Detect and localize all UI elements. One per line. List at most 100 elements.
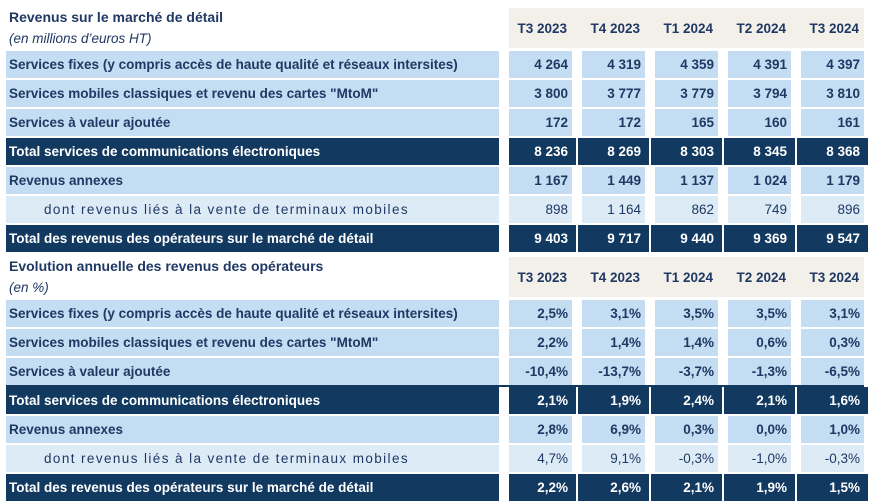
value-cell: 1 164 bbox=[582, 196, 645, 223]
value-cell: 2,1% bbox=[724, 387, 795, 414]
row-label: Services mobiles classiques et revenu de… bbox=[6, 329, 499, 356]
value-cell: 8 269 bbox=[578, 138, 649, 165]
row-label: Revenus annexes bbox=[6, 167, 499, 194]
value-cell: 8 345 bbox=[724, 138, 795, 165]
value-cell: 2,6% bbox=[578, 474, 649, 501]
value-cell: 1 167 bbox=[509, 167, 572, 194]
value-cell: 1,5% bbox=[797, 474, 868, 501]
row-label: dont revenus liés à la vente de terminau… bbox=[6, 445, 499, 472]
table-row: Services fixes (y compris accès de haute… bbox=[6, 51, 864, 78]
value-cell: 165 bbox=[655, 109, 718, 136]
value-cell: 3 794 bbox=[728, 80, 791, 107]
revenue-table: Revenus sur le marché de détail (en mill… bbox=[6, 8, 868, 252]
value-cell: 8 303 bbox=[651, 138, 722, 165]
value-cell: 2,2% bbox=[509, 329, 572, 356]
revenue-table-title: Revenus sur le marché de détail bbox=[9, 9, 223, 25]
growth-table-header: Evolution annuelle des revenus des opéra… bbox=[6, 257, 864, 297]
value-cell: 2,1% bbox=[509, 387, 576, 414]
value-cell: 2,8% bbox=[509, 416, 572, 443]
value-cell: 862 bbox=[655, 196, 718, 223]
value-cell: 1 449 bbox=[582, 167, 645, 194]
column-header: T3 2024 bbox=[809, 20, 859, 36]
revenue-table-rows: Services fixes (y compris accès de haute… bbox=[6, 51, 868, 252]
value-cell: 3 810 bbox=[801, 80, 864, 107]
revenue-table-unit: (en millions d’euros HT) bbox=[9, 31, 152, 47]
column-header: T3 2023 bbox=[517, 269, 567, 285]
value-cell: 9 403 bbox=[509, 225, 576, 252]
column-header: T2 2024 bbox=[736, 269, 786, 285]
row-label: Total des revenus des opérateurs sur le … bbox=[6, 225, 499, 252]
value-cell: 3 800 bbox=[509, 80, 572, 107]
value-cell: 749 bbox=[728, 196, 791, 223]
table-row: Services fixes (y compris accès de haute… bbox=[6, 300, 864, 327]
value-cell: 1 179 bbox=[801, 167, 864, 194]
column-header: T3 2023 bbox=[517, 20, 567, 36]
value-cell: -1,3% bbox=[728, 358, 791, 385]
value-cell: 1,9% bbox=[578, 387, 649, 414]
value-cell: 896 bbox=[801, 196, 864, 223]
value-cell: -13,7% bbox=[582, 358, 645, 385]
value-cell: -0,3% bbox=[655, 445, 718, 472]
value-cell: -1,0% bbox=[728, 445, 791, 472]
value-cell: -3,7% bbox=[655, 358, 718, 385]
table-row: Revenus annexes 1 167 1 449 1 137 1 024 1 179 bbox=[6, 167, 864, 194]
value-cell: 8 236 bbox=[509, 138, 576, 165]
column-header: T4 2023 bbox=[590, 269, 640, 285]
value-cell: 3,5% bbox=[655, 300, 718, 327]
row-label: Revenus annexes bbox=[6, 416, 499, 443]
revenue-title-block: Revenus sur le marché de détail (en mill… bbox=[6, 8, 499, 48]
value-cell: 2,2% bbox=[509, 474, 576, 501]
growth-title-block: Evolution annuelle des revenus des opéra… bbox=[6, 257, 499, 297]
value-cell: 1,4% bbox=[655, 329, 718, 356]
table-row: Total des revenus des opérateurs sur le … bbox=[6, 474, 868, 501]
table-row: Services mobiles classiques et revenu de… bbox=[6, 80, 864, 107]
value-cell: 4 359 bbox=[655, 51, 718, 78]
table-row: Total services de communications électro… bbox=[6, 387, 868, 414]
value-cell: 2,4% bbox=[651, 387, 722, 414]
table-row: Services à valeur ajoutée 172 172 165 160 161 bbox=[6, 109, 864, 136]
value-cell: 1,4% bbox=[582, 329, 645, 356]
row-label: Services à valeur ajoutée bbox=[6, 358, 499, 385]
row-label: Total services de communications électro… bbox=[6, 387, 499, 414]
column-header: T1 2024 bbox=[663, 20, 713, 36]
value-cell: 161 bbox=[801, 109, 864, 136]
value-cell: 4 397 bbox=[801, 51, 864, 78]
value-cell: 3,1% bbox=[801, 300, 864, 327]
value-cell: 4 319 bbox=[582, 51, 645, 78]
value-cell: 0,3% bbox=[655, 416, 718, 443]
table-row: Services mobiles classiques et revenu de… bbox=[6, 329, 864, 356]
table-row: dont revenus liés à la vente de terminau… bbox=[6, 445, 864, 472]
row-label: Services fixes (y compris accès de haute… bbox=[6, 51, 499, 78]
value-cell: 172 bbox=[582, 109, 645, 136]
table-row: Total des revenus des opérateurs sur le … bbox=[6, 225, 868, 252]
row-label: Services mobiles classiques et revenu de… bbox=[6, 80, 499, 107]
value-cell: 3,5% bbox=[728, 300, 791, 327]
value-cell: 4 264 bbox=[509, 51, 572, 78]
growth-table: Evolution annuelle des revenus des opéra… bbox=[6, 257, 868, 501]
value-cell: -6,5% bbox=[801, 358, 864, 385]
value-cell: 9 369 bbox=[724, 225, 795, 252]
value-cell: 1 137 bbox=[655, 167, 718, 194]
column-header: T3 2024 bbox=[809, 269, 859, 285]
revenue-column-headers: T3 2023 T4 2023 T1 2024 T2 2024 T3 2024 bbox=[509, 8, 864, 48]
table-row: Total services de communications électro… bbox=[6, 138, 868, 165]
value-cell: 4 391 bbox=[728, 51, 791, 78]
value-cell: 1,0% bbox=[801, 416, 864, 443]
table-row: Services à valeur ajoutée -10,4% -13,7% -3,… bbox=[6, 358, 864, 385]
growth-table-title: Evolution annuelle des revenus des opéra… bbox=[9, 258, 324, 274]
value-cell: 0,3% bbox=[801, 329, 864, 356]
value-cell: 0,6% bbox=[728, 329, 791, 356]
value-cell: 898 bbox=[509, 196, 572, 223]
value-cell: 9 547 bbox=[797, 225, 868, 252]
value-cell: 2,5% bbox=[509, 300, 572, 327]
value-cell: 160 bbox=[728, 109, 791, 136]
column-header: T4 2023 bbox=[590, 20, 640, 36]
table-row: Revenus annexes 2,8% 6,9% 0,3% 0,0% 1,0% bbox=[6, 416, 864, 443]
row-label: Services à valeur ajoutée bbox=[6, 109, 499, 136]
value-cell: 1 024 bbox=[728, 167, 791, 194]
row-label: Total des revenus des opérateurs sur le … bbox=[6, 474, 499, 501]
table-row: dont revenus liés à la vente de terminau… bbox=[6, 196, 864, 223]
column-header: T1 2024 bbox=[663, 269, 713, 285]
value-cell: 3,1% bbox=[582, 300, 645, 327]
value-cell: 3 777 bbox=[582, 80, 645, 107]
